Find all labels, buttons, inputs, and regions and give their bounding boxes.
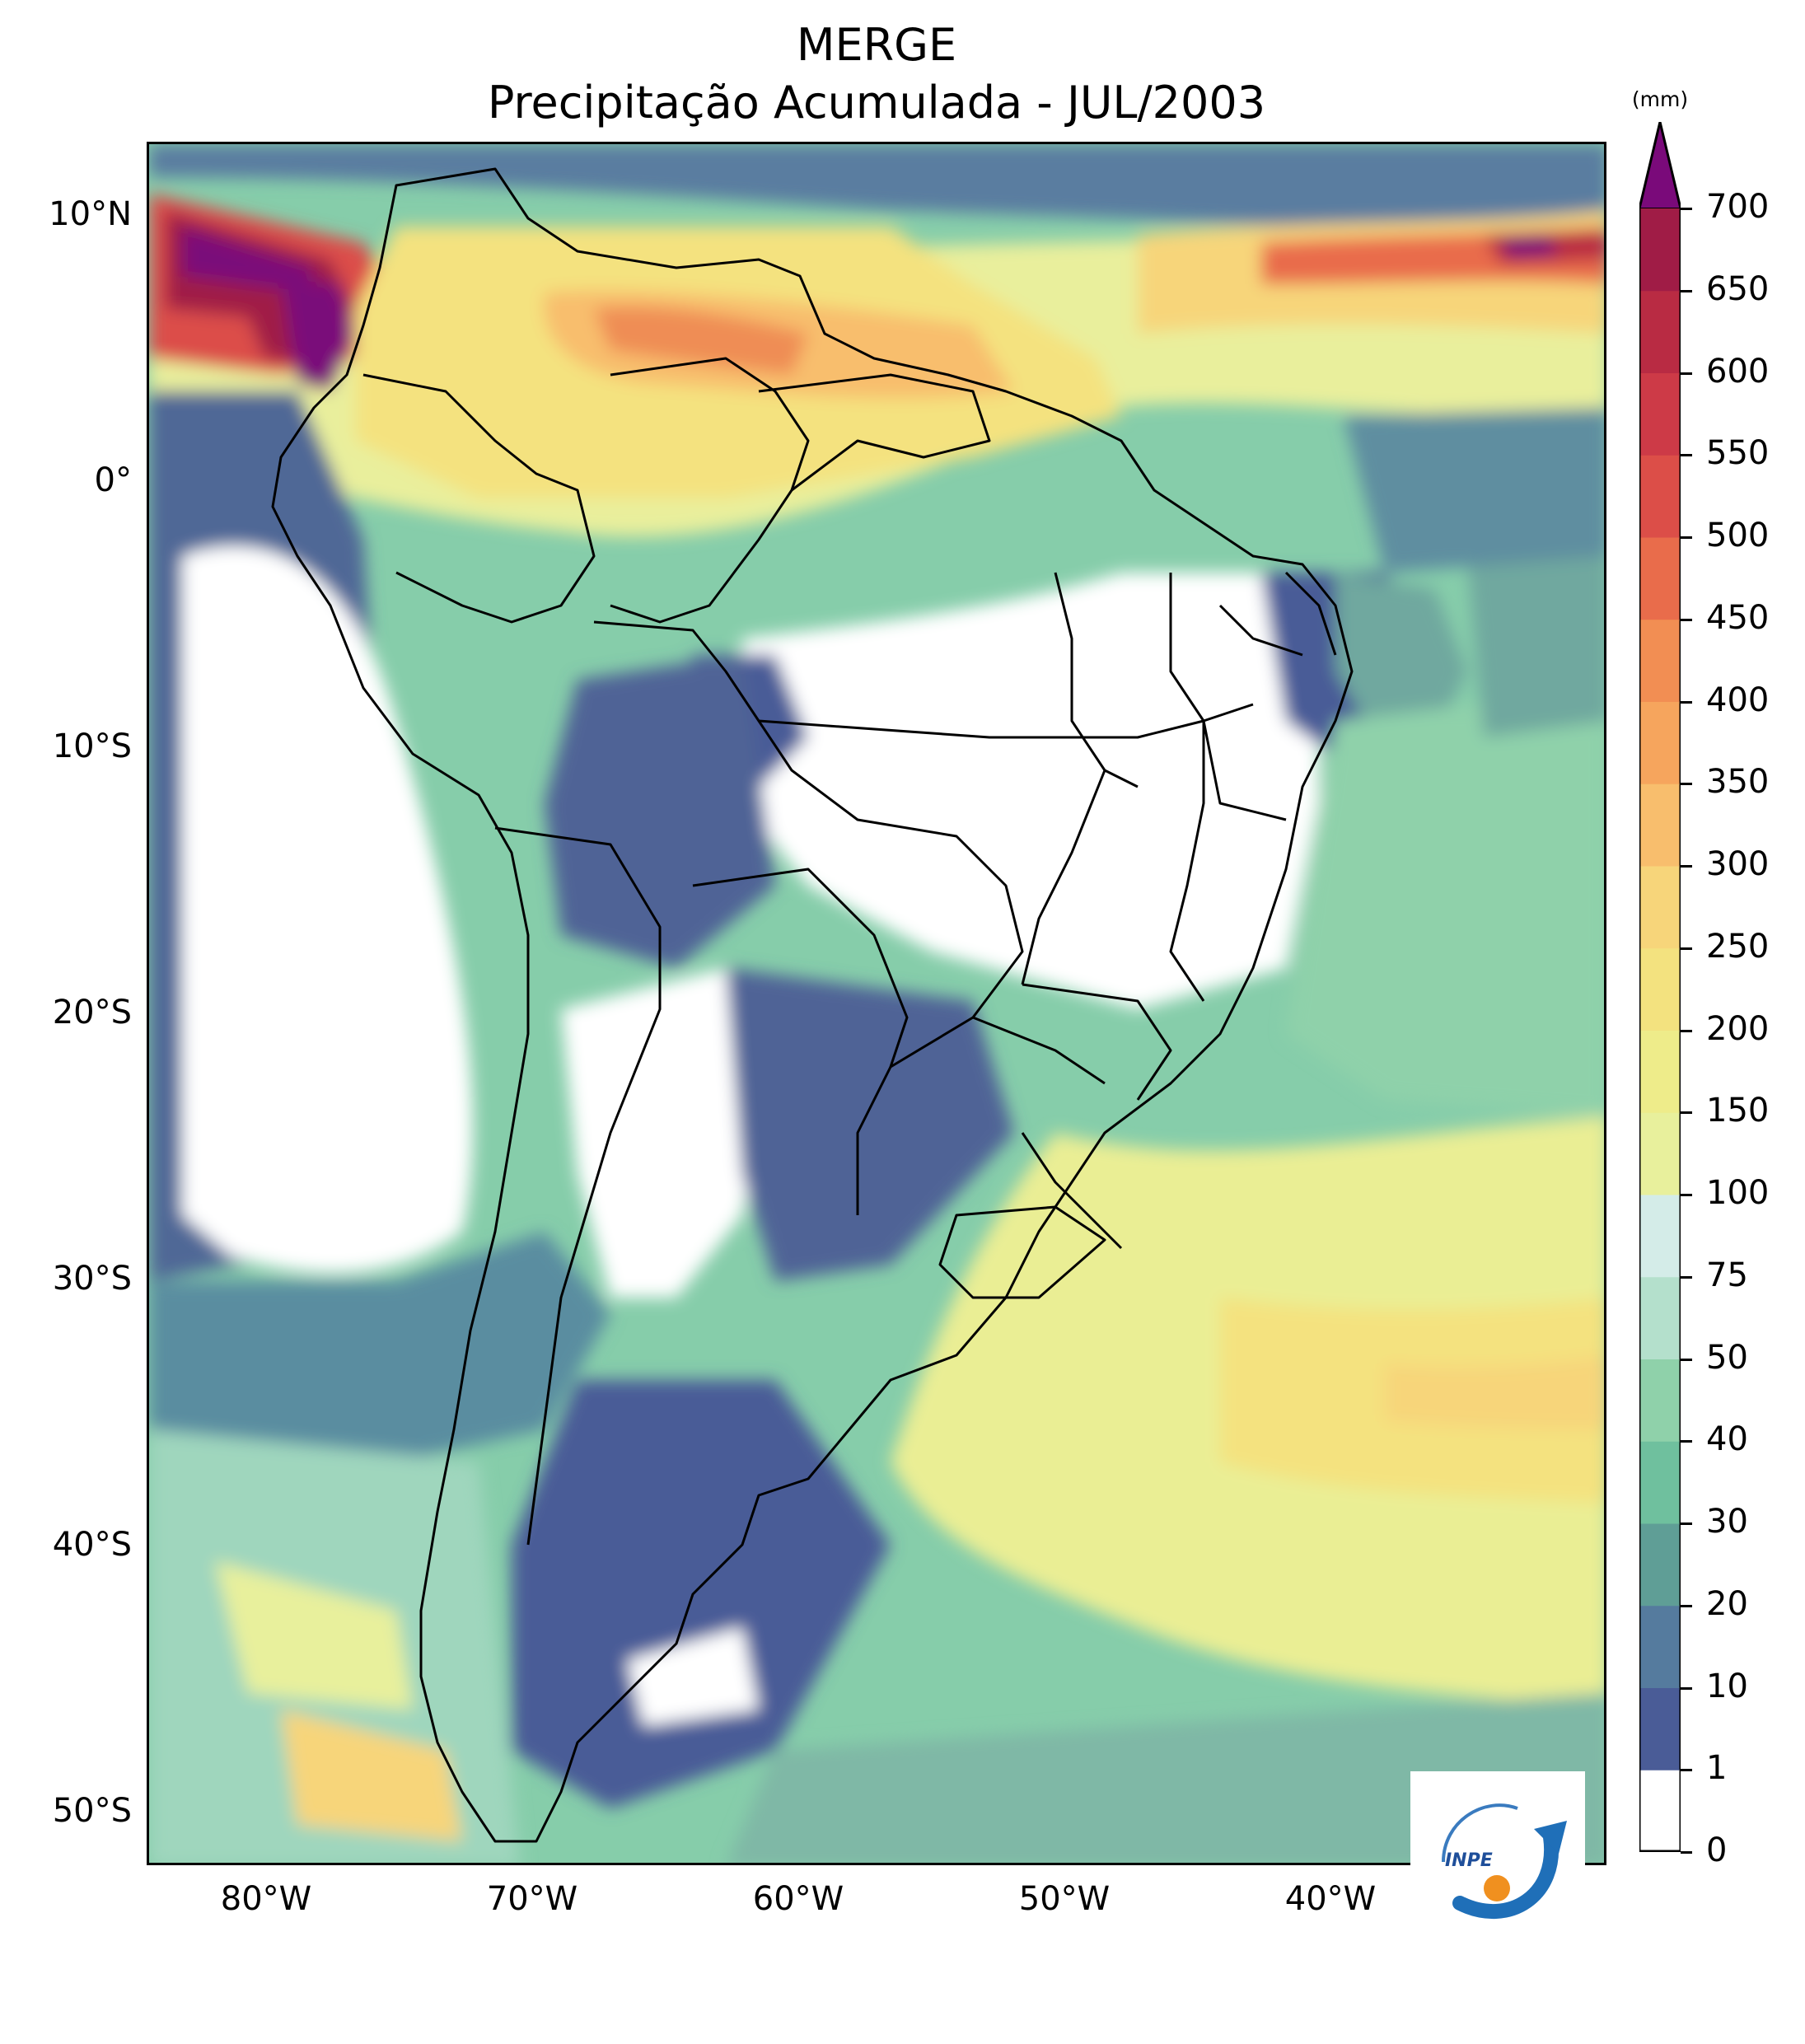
precipitation-field: [149, 144, 1604, 1863]
colorbar-swatch: [1639, 1523, 1681, 1607]
colorbar-label: 500: [1706, 517, 1770, 554]
lat-label-20s: 20°S: [52, 994, 132, 1031]
colorbar-extend-arrow: [1638, 121, 1682, 209]
colorbar-label: 450: [1706, 598, 1770, 637]
colorbar-swatch: [1639, 208, 1681, 292]
colorbar-tick: [1681, 1275, 1692, 1279]
lat-label-0: 0°: [94, 461, 132, 499]
colorbar-label: 250: [1706, 927, 1770, 966]
colorbar-tick: [1681, 1194, 1692, 1196]
colorbar-tick: [1681, 208, 1692, 210]
colorbar-tick: [1681, 947, 1692, 950]
colorbar-tick: [1681, 1604, 1692, 1607]
colorbar-tick: [1681, 1358, 1692, 1361]
colorbar-tick: [1681, 783, 1692, 786]
lat-label-10n: 10°N: [49, 195, 132, 233]
lat-label-40s: 40°S: [52, 1526, 132, 1564]
lon-label-70w: 70°W: [486, 1880, 578, 1918]
colorbar-tick: [1681, 1440, 1692, 1443]
lon-label-40w: 40°W: [1284, 1880, 1377, 1918]
country-borders: [271, 167, 1354, 1843]
colorbar-swatch: [1639, 1359, 1681, 1442]
colorbar-label: 50: [1706, 1338, 1748, 1377]
colorbar-tick: [1681, 1851, 1692, 1854]
colorbar-tick: [1681, 536, 1692, 539]
colorbar-swatch: [1639, 783, 1681, 867]
colorbar-tick: [1681, 700, 1692, 704]
colorbar-label: 600: [1706, 352, 1770, 391]
colorbar-swatch: [1639, 1441, 1681, 1524]
colorbar-label: 700: [1706, 188, 1770, 226]
colorbar-swatch: [1639, 1605, 1681, 1688]
colorbar-swatch: [1639, 1112, 1681, 1195]
colorbar-swatch: [1639, 866, 1681, 949]
map-title: MERGE: [796, 19, 957, 71]
colorbar-swatch: [1639, 290, 1681, 373]
colorbar-tick: [1681, 1111, 1692, 1115]
colorbar-swatch: [1639, 619, 1681, 702]
colorbar-tick: [1681, 618, 1692, 621]
colorbar-tick: [1681, 1769, 1692, 1772]
colorbar-tick: [1681, 1522, 1692, 1525]
lat-label-50s: 50°S: [52, 1792, 132, 1830]
colorbar-swatch: [1639, 1195, 1681, 1278]
colorbar-swatch: [1639, 372, 1681, 456]
colorbar-swatch: [1639, 537, 1681, 620]
precipitation-map: [147, 142, 1606, 1865]
colorbar-label: 400: [1706, 681, 1770, 719]
colorbar-tick: [1681, 289, 1692, 292]
inpe-logo: INPE: [1410, 1771, 1585, 1943]
colorbar-label: 350: [1706, 763, 1770, 802]
colorbar-swatch: [1639, 701, 1681, 784]
lon-label-50w: 50°W: [1018, 1880, 1111, 1918]
colorbar-label: 40: [1706, 1420, 1748, 1459]
colorbar-unit: (mm): [1631, 87, 1689, 111]
colorbar-swatch: [1639, 1030, 1681, 1113]
colorbar-label: 1: [1706, 1749, 1728, 1788]
colorbar-label: 300: [1706, 845, 1770, 883]
svg-text:INPE: INPE: [1445, 1850, 1493, 1871]
colorbar-tick: [1681, 454, 1692, 457]
colorbar-label: 30: [1706, 1503, 1748, 1541]
colorbar-label: 75: [1706, 1256, 1748, 1294]
colorbar-tick: [1681, 1686, 1692, 1690]
colorbar-tick: [1681, 372, 1692, 375]
colorbar-label: 150: [1706, 1092, 1770, 1130]
colorbar-swatch: [1639, 1687, 1681, 1770]
map-subtitle: Precipitação Acumulada - JUL/2003: [487, 77, 1266, 129]
colorbar-swatch: [1639, 947, 1681, 1031]
colorbar-swatch: [1639, 1770, 1681, 1853]
lat-label-10s: 10°S: [52, 727, 132, 765]
colorbar-label: 650: [1706, 269, 1770, 308]
colorbar-tick: [1681, 1029, 1692, 1032]
lat-label-30s: 30°S: [52, 1260, 132, 1298]
colorbar-swatch: [1639, 1276, 1681, 1359]
colorbar: [1638, 121, 1682, 1853]
lon-label-80w: 80°W: [220, 1880, 312, 1918]
colorbar-label: 20: [1706, 1584, 1748, 1623]
colorbar-label: 550: [1706, 434, 1770, 473]
colorbar-label: 0: [1706, 1831, 1728, 1869]
colorbar-label: 200: [1706, 1009, 1770, 1048]
colorbar-tick: [1681, 865, 1692, 868]
colorbar-label: 10: [1706, 1667, 1748, 1705]
colorbar-swatch: [1639, 455, 1681, 538]
colorbar-label: 100: [1706, 1174, 1770, 1212]
lon-label-60w: 60°W: [752, 1880, 844, 1918]
